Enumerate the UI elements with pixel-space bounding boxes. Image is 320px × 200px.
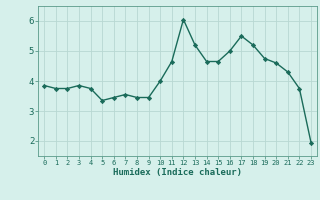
X-axis label: Humidex (Indice chaleur): Humidex (Indice chaleur) xyxy=(113,168,242,177)
